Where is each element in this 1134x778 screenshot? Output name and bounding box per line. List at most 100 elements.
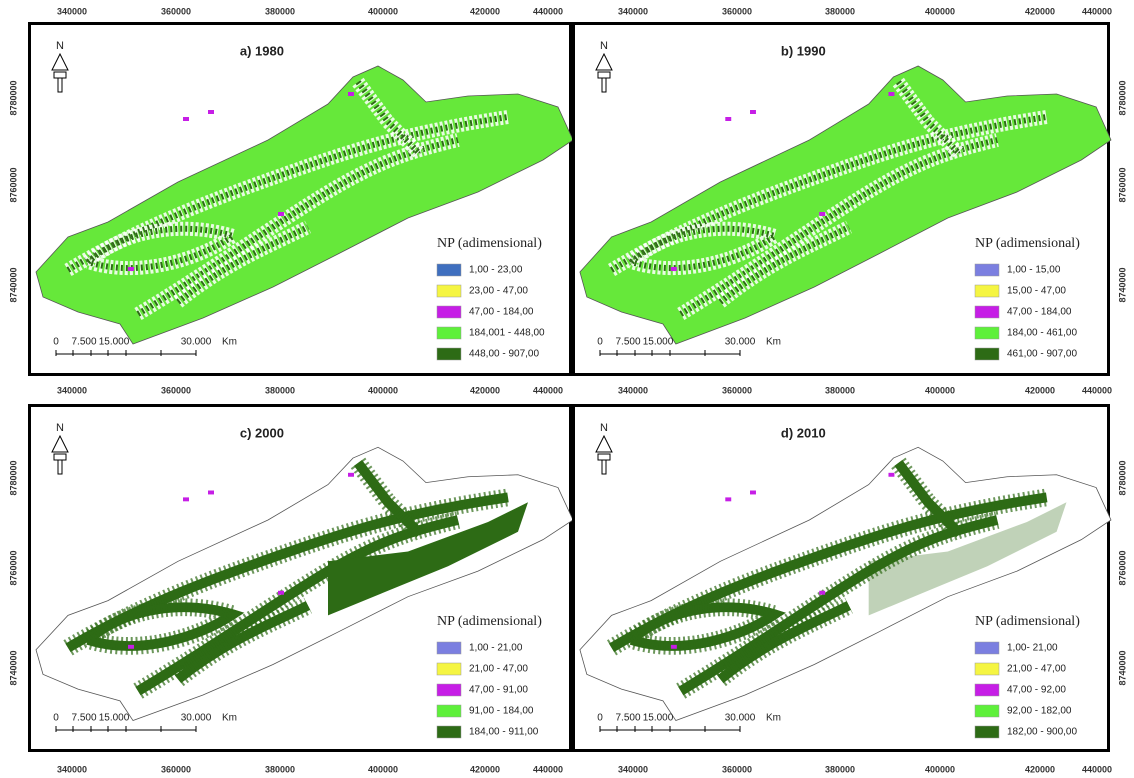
- y-coordinate-label: 8740000: [1117, 267, 1127, 302]
- x-coordinate-label: 400000: [925, 764, 955, 774]
- scale-label: 0: [597, 713, 603, 724]
- legend-swatch: [437, 642, 461, 654]
- x-coordinate-label: 440000: [533, 764, 563, 774]
- legend-title: NP (adimensional): [437, 614, 542, 629]
- legend-label: 1,00 - 15,00: [1007, 265, 1061, 276]
- scale-label: Km: [766, 713, 781, 724]
- scale-label: Km: [766, 337, 781, 348]
- x-coordinate-label: 400000: [925, 385, 955, 395]
- legend-swatch: [975, 705, 999, 717]
- x-coordinate-label: 360000: [722, 6, 752, 16]
- map-panel: Nc) 2000NP (adimensional)1,00 - 21,0021,…: [30, 406, 574, 751]
- x-coordinate-label: 420000: [1025, 764, 1055, 774]
- legend-swatch: [975, 264, 999, 276]
- class-patch: [278, 591, 284, 595]
- legend-swatch: [437, 726, 461, 738]
- y-coordinate-label: 8760000: [8, 550, 18, 585]
- scale-label: 15.000: [643, 713, 674, 724]
- x-coordinate-label: 360000: [722, 385, 752, 395]
- x-coordinate-label: 440000: [533, 6, 563, 16]
- legend-swatch: [437, 306, 461, 318]
- class-patch: [128, 267, 134, 271]
- class-patch: [208, 491, 214, 495]
- class-patch: [183, 497, 189, 501]
- legend-label: 47,00 - 91,00: [469, 685, 528, 696]
- x-coordinate-label: 340000: [618, 385, 648, 395]
- scale-label: 0: [53, 337, 59, 348]
- y-coordinate-label: 8740000: [8, 267, 18, 302]
- legend-swatch: [975, 642, 999, 654]
- x-coordinate-label: 360000: [161, 764, 191, 774]
- x-coordinate-label: 420000: [470, 6, 500, 16]
- scale-label: 7.500: [615, 713, 640, 724]
- class-patch: [348, 92, 354, 96]
- legend-title: NP (adimensional): [975, 614, 1080, 629]
- legend-swatch: [437, 705, 461, 717]
- map-panel: Na) 1980NP (adimensional)1,00 - 23,0023,…: [30, 24, 574, 375]
- x-coordinate-label: 380000: [265, 6, 295, 16]
- legend-label: 184,001 - 448,00: [469, 328, 545, 339]
- y-coordinate-label: 8780000: [8, 460, 18, 495]
- x-coordinate-label: 360000: [722, 764, 752, 774]
- scale-label: 15.000: [643, 337, 674, 348]
- x-coordinate-label: 380000: [825, 385, 855, 395]
- scale-label: 15.000: [99, 337, 130, 348]
- legend-label: 21,00 - 47,00: [1007, 664, 1066, 675]
- class-patch: [671, 267, 677, 271]
- x-coordinate-label: 400000: [368, 764, 398, 774]
- scale-label: Km: [222, 337, 237, 348]
- x-coordinate-label: 360000: [161, 385, 191, 395]
- class-patch: [278, 212, 284, 216]
- legend-swatch: [437, 327, 461, 339]
- x-coordinate-label: 340000: [57, 6, 87, 16]
- panel-title: a) 1980: [240, 43, 284, 58]
- legend-label: 15,00 - 47,00: [1007, 286, 1066, 297]
- x-coordinate-label: 340000: [57, 764, 87, 774]
- legend-label: 1,00 - 21,00: [469, 643, 523, 654]
- north-label: N: [56, 40, 64, 52]
- y-coordinate-label: 8760000: [1117, 550, 1127, 585]
- legend-swatch: [975, 726, 999, 738]
- x-coordinate-label: 380000: [265, 764, 295, 774]
- legend-label: 184,00 - 911,00: [469, 727, 539, 738]
- legend-swatch: [437, 684, 461, 696]
- x-coordinate-label: 360000: [161, 6, 191, 16]
- legend-label: 1,00 - 23,00: [469, 265, 523, 276]
- legend-swatch: [437, 264, 461, 276]
- north-label: N: [600, 422, 608, 434]
- class-patch: [888, 92, 894, 96]
- x-coordinate-label: 340000: [618, 764, 648, 774]
- y-coordinate-label: 8780000: [1117, 80, 1127, 115]
- north-label: N: [56, 422, 64, 434]
- x-coordinate-label: 400000: [368, 6, 398, 16]
- x-coordinate-label: 440000: [1082, 764, 1112, 774]
- legend-swatch: [437, 285, 461, 297]
- legend-label: 21,00 - 47,00: [469, 664, 528, 675]
- legend-label: 47,00 - 184,00: [1007, 307, 1072, 318]
- legend-swatch: [437, 348, 461, 360]
- class-patch: [888, 473, 894, 477]
- class-patch: [725, 497, 731, 501]
- legend-swatch: [975, 663, 999, 675]
- x-coordinate-label: 380000: [825, 6, 855, 16]
- legend-label: 92,00 - 182,00: [1007, 706, 1072, 717]
- x-coordinate-label: 340000: [57, 385, 87, 395]
- scale-label: 0: [53, 713, 59, 724]
- scale-label: 7.500: [615, 337, 640, 348]
- x-coordinate-label: 340000: [618, 6, 648, 16]
- class-patch: [819, 591, 825, 595]
- x-coordinate-label: 440000: [1082, 385, 1112, 395]
- class-patch: [750, 110, 756, 114]
- scale-label: 0: [597, 337, 603, 348]
- y-coordinate-label: 8760000: [1117, 167, 1127, 202]
- x-coordinate-label: 420000: [1025, 6, 1055, 16]
- legend-swatch: [975, 327, 999, 339]
- class-patch: [819, 212, 825, 216]
- scale-label: 7.500: [71, 713, 96, 724]
- x-coordinate-label: 440000: [1082, 6, 1112, 16]
- legend-label: 448,00 - 907,00: [469, 349, 539, 360]
- scale-label: 15.000: [99, 713, 130, 724]
- scale-label: 7.500: [71, 337, 96, 348]
- y-coordinate-label: 8780000: [8, 80, 18, 115]
